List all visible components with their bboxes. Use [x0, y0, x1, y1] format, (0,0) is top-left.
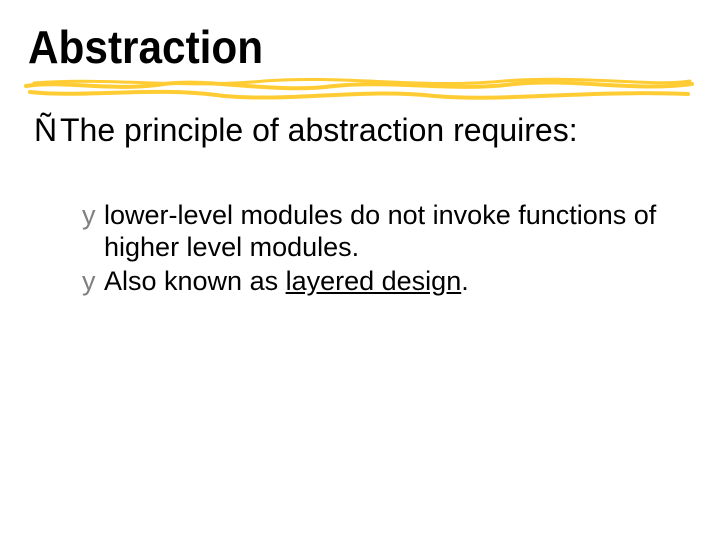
- main-bullet-glyph: Ñ: [34, 112, 57, 150]
- sub-bullet-glyph: y: [82, 266, 96, 298]
- slide-title: Abstraction: [28, 20, 639, 74]
- sub-point-1-text: lower-level modules do not invoke functi…: [104, 200, 656, 262]
- sub-point-2-prefix: Also known as: [104, 266, 286, 296]
- sub-point-list: y lower-level modules do not invoke func…: [104, 200, 664, 300]
- sub-bullet-glyph: y: [82, 200, 96, 232]
- brush-stroke-icon: [24, 72, 696, 100]
- sub-point-2: y Also known as layered design.: [104, 266, 664, 298]
- main-point-text: The principle of abstraction requires:: [60, 112, 578, 148]
- main-point: Ñ The principle of abstraction requires:: [60, 112, 660, 150]
- sub-point-1: y lower-level modules do not invoke func…: [104, 200, 664, 264]
- sub-point-2-underlined: layered design: [286, 266, 462, 296]
- title-underline: [24, 72, 696, 100]
- slide: Abstraction Ñ The principle of abstracti…: [0, 0, 720, 540]
- sub-point-2-suffix: .: [461, 266, 469, 296]
